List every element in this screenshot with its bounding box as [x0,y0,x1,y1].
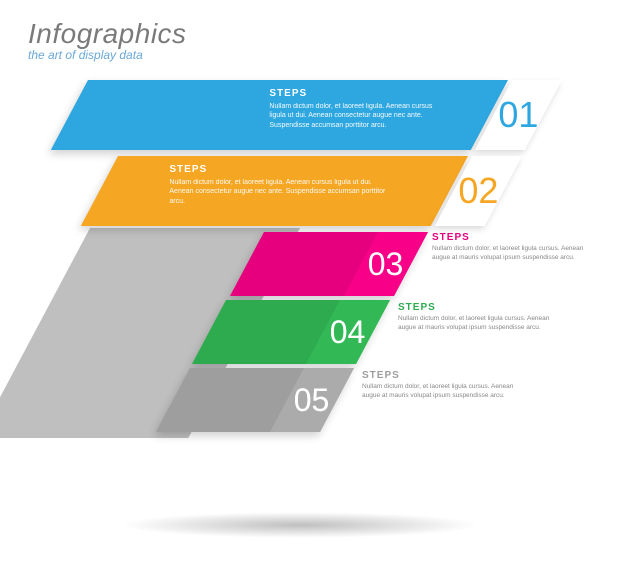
step-number: 01 [498,97,538,133]
step-label: STEPS [269,88,435,99]
step-label: STEPS [362,370,532,381]
step-number: 02 [458,173,498,209]
step-body: Nullam dictum dolor, et laoreet ligula. … [269,102,435,130]
step-bar-01: STEPS Nullam dictum dolor, et laoreet lig… [51,80,508,150]
floor-shadow [120,512,480,538]
page-title: Infographics [28,18,187,50]
step-body: Nullam dictum dolor, et laoreet ligula c… [362,383,532,401]
step-label: STEPS [169,164,395,175]
step-text-05: STEPS Nullam dictum dolor, et laoreet lig… [362,370,532,401]
page-subtitle: the art of display data [28,48,187,62]
infographic-stage: STEPS Nullam dictum dolor, et laoreet lig… [0,80,626,520]
step-body: Nullam dictum dolor, et laoreet ligula c… [432,245,602,263]
header: Infographics the art of display data [28,18,187,62]
step-body: Nullam dictum dolor, et laoreet ligula. … [169,178,395,206]
step-number: 05 [294,382,330,419]
step-number: 04 [330,314,366,351]
step-text-03: STEPS Nullam dictum dolor, et laoreet lig… [432,232,602,263]
step-label: STEPS [432,232,602,243]
step-number: 03 [368,246,404,283]
step-body: Nullam dictum dolor, et laoreet ligula c… [398,315,568,333]
step-text-04: STEPS Nullam dictum dolor, et laoreet lig… [398,302,568,333]
step-bar-02: STEPS Nullam dictum dolor, et laoreet lig… [81,156,468,226]
step-label: STEPS [398,302,568,313]
